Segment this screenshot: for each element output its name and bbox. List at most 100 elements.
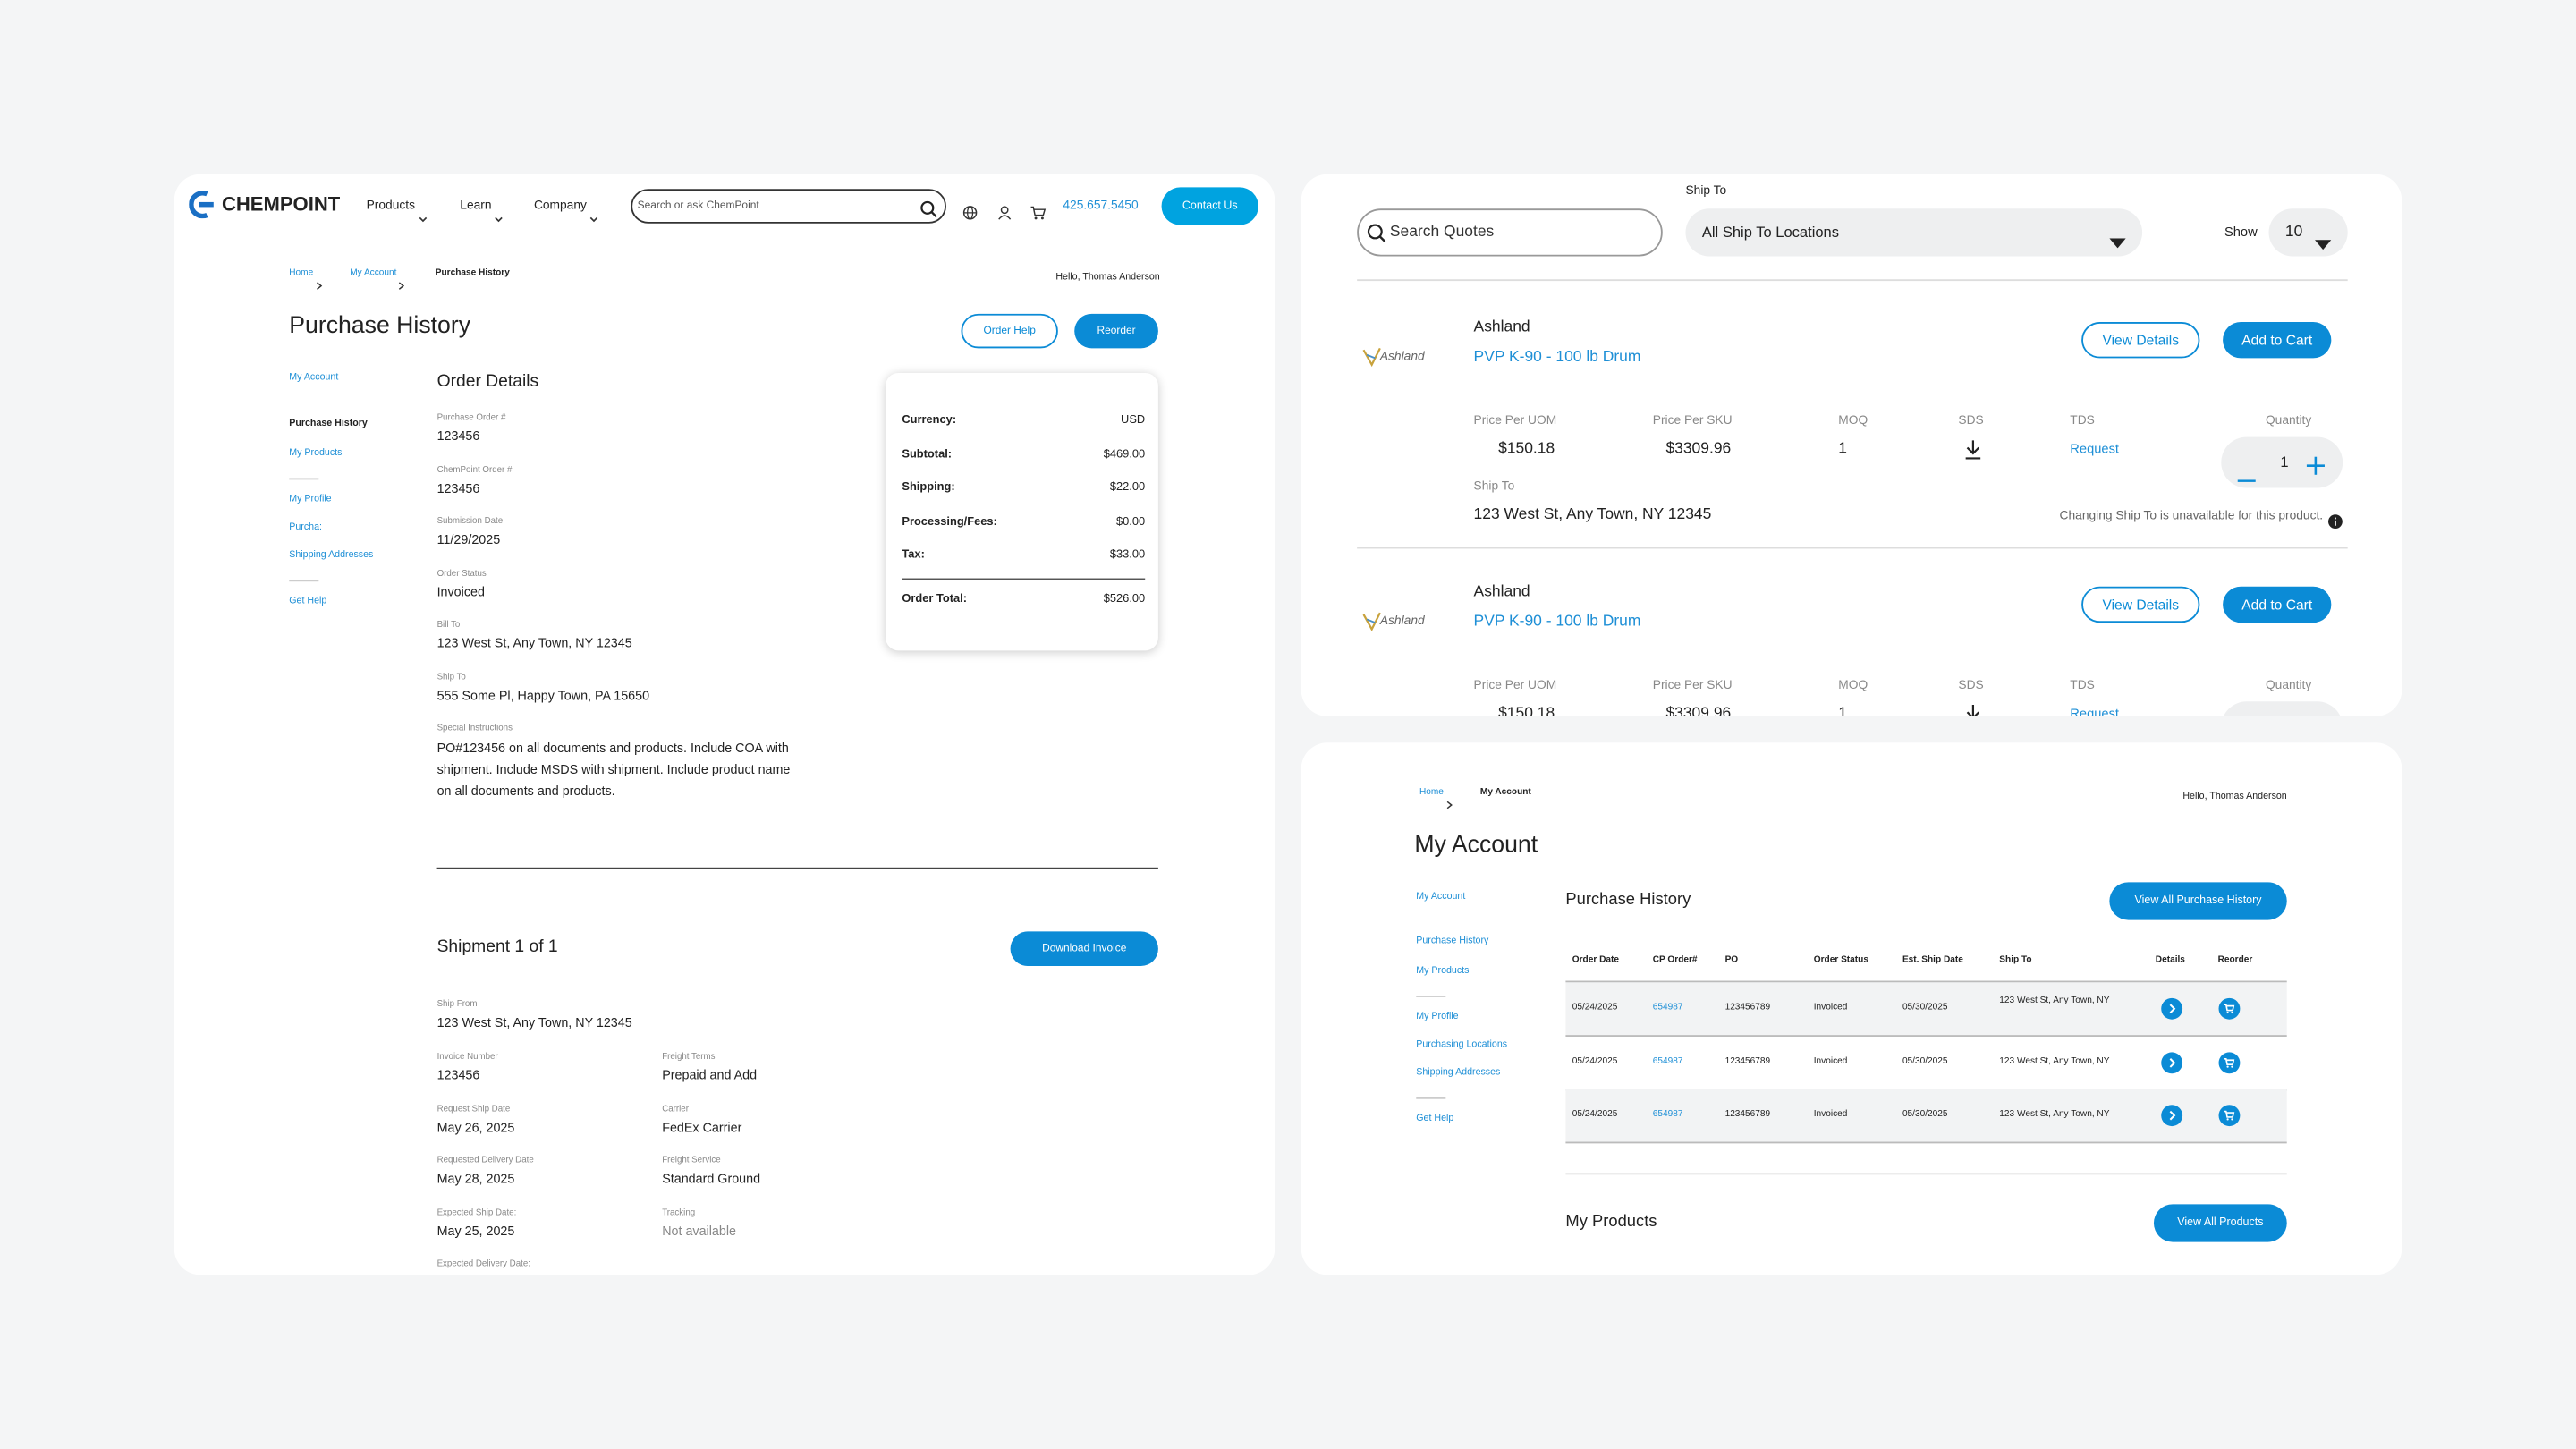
field-value: 123456 (436, 480, 480, 496)
product-link[interactable]: PVP K-90 - 100 lb Drum (1473, 612, 1641, 631)
field-label: Ship To (1473, 478, 1515, 494)
user-icon[interactable] (997, 199, 1013, 220)
search-icon (920, 197, 938, 218)
section-title: Order Details (436, 371, 539, 392)
column-header: Price Per SKU (1652, 676, 1733, 692)
tds-link[interactable]: Request (2070, 441, 2120, 457)
sidebar-link[interactable]: Get Help (1416, 1114, 1454, 1124)
info-icon (2328, 508, 2343, 530)
brand-logo-mark (1360, 609, 1384, 632)
view-all-history-button[interactable]: View All Purchase History (2109, 882, 2287, 920)
sidebar-link[interactable]: Get Help (289, 597, 327, 607)
plus-button[interactable] (2306, 453, 2325, 475)
contact-button[interactable]: Contact Us (1161, 187, 1258, 225)
table-cell: 123456789 (1724, 1003, 1771, 1013)
reorder-button[interactable] (2218, 997, 2241, 1021)
sidebar-link[interactable]: My Products (1416, 966, 1470, 977)
table-cell: 123 West St, Any Town, NY (1999, 1055, 2110, 1066)
add-to-cart-button[interactable]: Add to Cart (2223, 322, 2332, 359)
show-select[interactable] (2268, 208, 2348, 257)
table-cell[interactable]: 654987 (1652, 1003, 1683, 1013)
field-value: Invoiced (436, 583, 485, 599)
field-label: Carrier (662, 1104, 689, 1114)
breadcrumb[interactable]: Home (289, 268, 314, 279)
reorder-button[interactable] (2218, 1104, 2241, 1127)
dropdown-arrow (2314, 228, 2332, 250)
page-title: My Account (1414, 832, 1538, 859)
table-cell[interactable]: 654987 (1652, 1109, 1683, 1120)
field-label: Purchase Order # (436, 413, 506, 424)
divider (1357, 547, 2348, 549)
logo-icon (189, 191, 216, 219)
field-value: May 26, 2025 (436, 1119, 515, 1135)
table-cell[interactable]: 654987 (1652, 1055, 1683, 1066)
nav-item[interactable]: Company (533, 197, 587, 213)
table-cell: 123456789 (1724, 1055, 1771, 1066)
field-label: Ship To (1685, 182, 1727, 198)
sidebar-link[interactable]: Purchase History (1416, 936, 1489, 947)
view-details-button[interactable]: View Details (2081, 586, 2200, 623)
sidebar-link[interactable]: Purcha: (289, 522, 322, 533)
search-quotes-box[interactable] (1357, 208, 1663, 257)
breadcrumb[interactable]: Home (1419, 787, 1444, 798)
download-invoice-button[interactable]: Download Invoice (1010, 931, 1158, 967)
total-value: $526.00 (1103, 593, 1146, 606)
sidebar-link[interactable]: My Profile (289, 495, 332, 505)
column-header: SDS (1958, 676, 1984, 692)
search-box[interactable] (631, 189, 946, 224)
price-uom: $150.18 (1498, 439, 1555, 459)
ship-to-select[interactable] (1685, 208, 2143, 257)
table-header: Order Status (1813, 954, 1868, 965)
sds-download-icon[interactable] (1965, 703, 1981, 716)
table-cell: 05/30/2025 (1902, 1109, 1948, 1120)
details-button[interactable] (2160, 997, 2183, 1021)
field-label: ChemPoint Order # (436, 464, 513, 475)
sidebar-link[interactable]: Shipping Addresses (1416, 1068, 1501, 1079)
cart-icon[interactable] (1030, 199, 1046, 220)
column-header: TDS (2070, 412, 2095, 428)
summary-label: Tax: (902, 549, 925, 562)
field-label: Invoice Number (436, 1052, 498, 1063)
globe-icon[interactable] (962, 199, 978, 220)
column-header: Quantity (2265, 412, 2312, 428)
table-header: Reorder (2217, 954, 2253, 965)
field-label: Expected Delivery Date: (436, 1258, 530, 1269)
phone[interactable]: 425.657.5450 (1063, 197, 1139, 213)
sidebar-link[interactable]: Purchase History (289, 419, 368, 429)
column-header: SDS (1958, 412, 1984, 428)
sds-download-icon[interactable] (1965, 438, 1981, 460)
summary-label: Subtotal: (902, 448, 953, 461)
brand: Ashland (1473, 318, 1530, 337)
sidebar-link[interactable]: Purchasing Locations (1416, 1040, 1508, 1051)
table-header: Ship To (1999, 954, 2032, 965)
search-placeholder: Search or ask ChemPoint (637, 199, 759, 211)
field-value: May 28, 2025 (436, 1171, 515, 1187)
sidebar-link[interactable]: My Account (289, 373, 339, 384)
product-link[interactable]: PVP K-90 - 100 lb Drum (1473, 348, 1641, 367)
quantity-stepper[interactable] (2221, 436, 2343, 488)
order-help-button[interactable]: Order Help (961, 313, 1058, 349)
details-button[interactable] (2160, 1104, 2183, 1127)
field-value: Standard Ground (662, 1171, 761, 1187)
select-value: 10 (2284, 222, 2303, 241)
quantity-stepper[interactable] (2221, 701, 2343, 716)
reorder-button[interactable]: Reorder (1074, 313, 1158, 349)
sidebar-link[interactable]: My Profile (1416, 1012, 1459, 1022)
breadcrumb[interactable]: My Account (350, 268, 397, 279)
add-to-cart-button[interactable]: Add to Cart (2223, 586, 2332, 623)
details-button[interactable] (2160, 1051, 2183, 1074)
sidebar-link[interactable]: My Products (289, 448, 343, 459)
nav-item[interactable]: Learn (460, 197, 492, 213)
minus-button[interactable] (2237, 462, 2256, 482)
nav-item[interactable]: Products (366, 197, 415, 213)
section-title: Shipment 1 of 1 (436, 936, 558, 957)
view-all-products-button[interactable]: View All Products (2153, 1204, 2287, 1242)
table-cell: Invoiced (1813, 1055, 1848, 1066)
reorder-button[interactable] (2218, 1051, 2241, 1074)
field-label: Request Ship Date (436, 1104, 511, 1114)
sidebar-link[interactable]: My Account (1416, 892, 1466, 902)
view-details-button[interactable]: View Details (2081, 322, 2200, 359)
tds-link[interactable]: Request (2070, 706, 2120, 716)
sidebar-link[interactable]: Shipping Addresses (289, 550, 374, 561)
divider (1565, 1035, 2287, 1037)
